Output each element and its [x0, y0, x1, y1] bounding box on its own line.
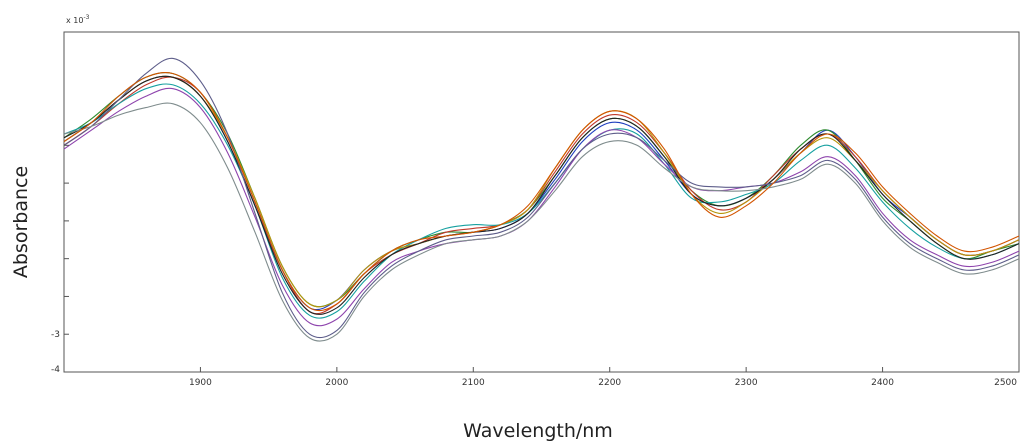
- x-tick-label: 2100: [462, 378, 485, 388]
- y-tick-label: -3: [51, 330, 60, 340]
- x-axis-title: Wavelength/nm: [463, 420, 613, 442]
- x-tick-label: 2000: [325, 378, 348, 388]
- y-tick-label: -4: [51, 365, 60, 375]
- y-axis-title: Absorbance: [10, 166, 32, 278]
- y-exponent-label: x 10-3: [66, 14, 90, 25]
- x-tick-label: 1900: [189, 378, 212, 388]
- x-tick-label: 2400: [871, 378, 894, 388]
- x-tick-label: 2200: [598, 378, 621, 388]
- x-tick-label: 2300: [735, 378, 758, 388]
- x-tick-label: 2500: [994, 378, 1017, 388]
- y-exponent-power: -3: [83, 14, 89, 21]
